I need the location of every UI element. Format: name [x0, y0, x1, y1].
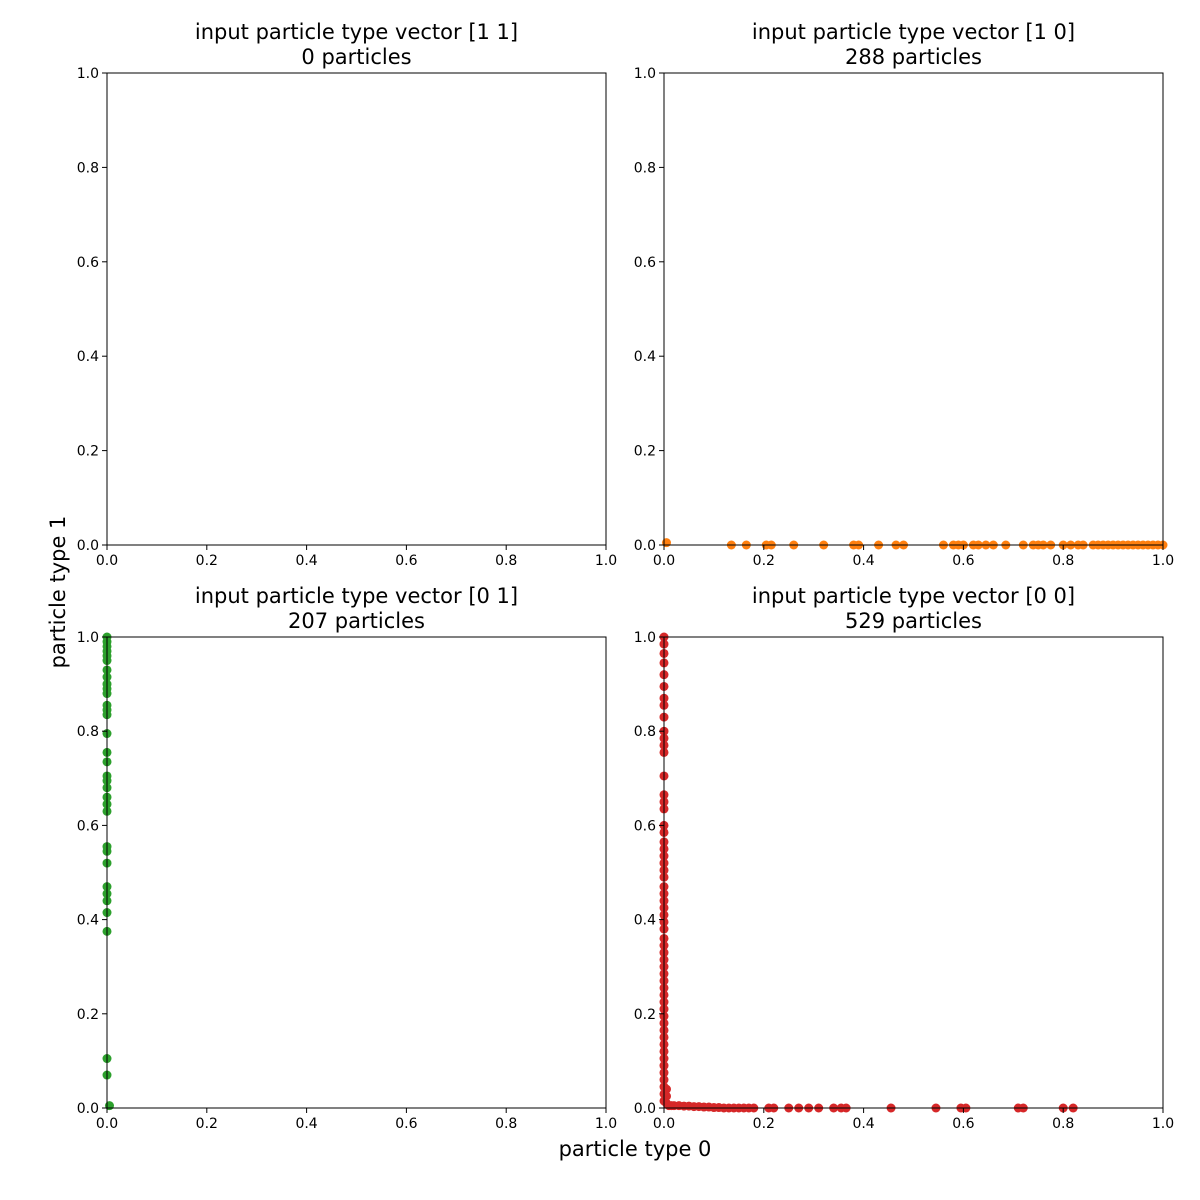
y-axis-label: particle type 1 — [46, 516, 70, 669]
x-tick-label: 0.0 — [96, 1116, 118, 1132]
axes-frame — [663, 636, 1164, 1109]
y-tick-label: 0.0 — [634, 538, 656, 554]
panel-title-line2: 288 particles — [845, 45, 982, 69]
y-tick-label: 0.4 — [77, 913, 99, 929]
axes-frame — [663, 72, 1164, 546]
x-tick-label: 0.6 — [395, 1116, 417, 1132]
x-tick-label: 0.0 — [653, 553, 675, 569]
x-axis-label: particle type 0 — [559, 1137, 712, 1161]
y-tick-label: 0.0 — [634, 1101, 656, 1117]
x-tick-label: 0.6 — [952, 553, 974, 569]
y-tick-label: 0.6 — [77, 255, 99, 271]
x-tick-label: 1.0 — [1152, 553, 1174, 569]
x-tick-label: 0.6 — [952, 1116, 974, 1132]
x-tick-label: 0.0 — [653, 1116, 675, 1132]
y-tick-label: 0.2 — [634, 444, 656, 460]
y-tick-label: 1.0 — [77, 630, 99, 646]
y-tick-label: 0.4 — [634, 913, 656, 929]
y-tick-label: 0.6 — [77, 818, 99, 834]
panel-title-line2: 529 particles — [845, 609, 982, 633]
axes-frame — [106, 72, 607, 546]
x-tick-label: 0.8 — [1052, 1116, 1074, 1132]
y-tick-label: 0.2 — [634, 1007, 656, 1023]
x-tick-label: 0.8 — [495, 1116, 517, 1132]
x-tick-label: 0.2 — [753, 553, 775, 569]
y-tick-label: 0.8 — [77, 724, 99, 740]
scatter-points — [102, 632, 114, 1111]
y-tick-label: 0.8 — [634, 724, 656, 740]
panel-title-line1: input particle type vector [1 0] — [752, 20, 1075, 44]
panel-title-line2: 0 particles — [301, 45, 411, 69]
panel-title-line1: input particle type vector [0 1] — [195, 584, 518, 608]
scatter-point — [104, 1101, 114, 1111]
y-tick-label: 1.0 — [634, 630, 656, 646]
panel-title-line1: input particle type vector [1 1] — [195, 20, 518, 44]
scatter-point — [661, 538, 671, 548]
x-tick-label: 0.8 — [1052, 553, 1074, 569]
panel-2: input particle type vector [1 0]288 part… — [634, 20, 1174, 569]
x-tick-label: 1.0 — [1152, 1116, 1174, 1132]
panel-3: input particle type vector [0 1]207 part… — [77, 584, 617, 1132]
y-tick-label: 0.8 — [634, 160, 656, 176]
panel-4: input particle type vector [0 0]529 part… — [634, 584, 1174, 1132]
panel-title-line2: 207 particles — [288, 609, 425, 633]
y-tick-label: 0.2 — [77, 1007, 99, 1023]
x-tick-label: 0.6 — [395, 553, 417, 569]
x-tick-label: 0.4 — [295, 1116, 317, 1132]
y-tick-label: 0.4 — [77, 349, 99, 365]
y-tick-label: 0.6 — [634, 818, 656, 834]
y-tick-label: 0.0 — [77, 538, 99, 554]
panel-1: input particle type vector [1 1]0 partic… — [77, 20, 617, 569]
x-tick-label: 0.0 — [96, 553, 118, 569]
x-tick-label: 1.0 — [595, 553, 617, 569]
x-tick-label: 0.2 — [196, 553, 218, 569]
y-tick-label: 0.0 — [77, 1101, 99, 1117]
x-tick-label: 0.4 — [295, 553, 317, 569]
y-tick-label: 0.8 — [77, 160, 99, 176]
y-tick-label: 1.0 — [634, 66, 656, 82]
scatter-points — [659, 632, 1078, 1113]
y-tick-label: 0.6 — [634, 255, 656, 271]
x-tick-label: 0.8 — [495, 553, 517, 569]
y-tick-label: 1.0 — [77, 66, 99, 82]
x-tick-label: 0.2 — [753, 1116, 775, 1132]
x-tick-label: 0.4 — [852, 1116, 874, 1132]
scatter-points — [661, 538, 1168, 550]
x-tick-label: 0.4 — [852, 553, 874, 569]
y-tick-label: 0.2 — [77, 444, 99, 460]
x-tick-label: 0.2 — [196, 1116, 218, 1132]
y-tick-label: 0.4 — [634, 349, 656, 365]
axes-frame — [106, 636, 607, 1109]
panel-title-line1: input particle type vector [0 0] — [752, 584, 1075, 608]
x-tick-label: 1.0 — [595, 1116, 617, 1132]
